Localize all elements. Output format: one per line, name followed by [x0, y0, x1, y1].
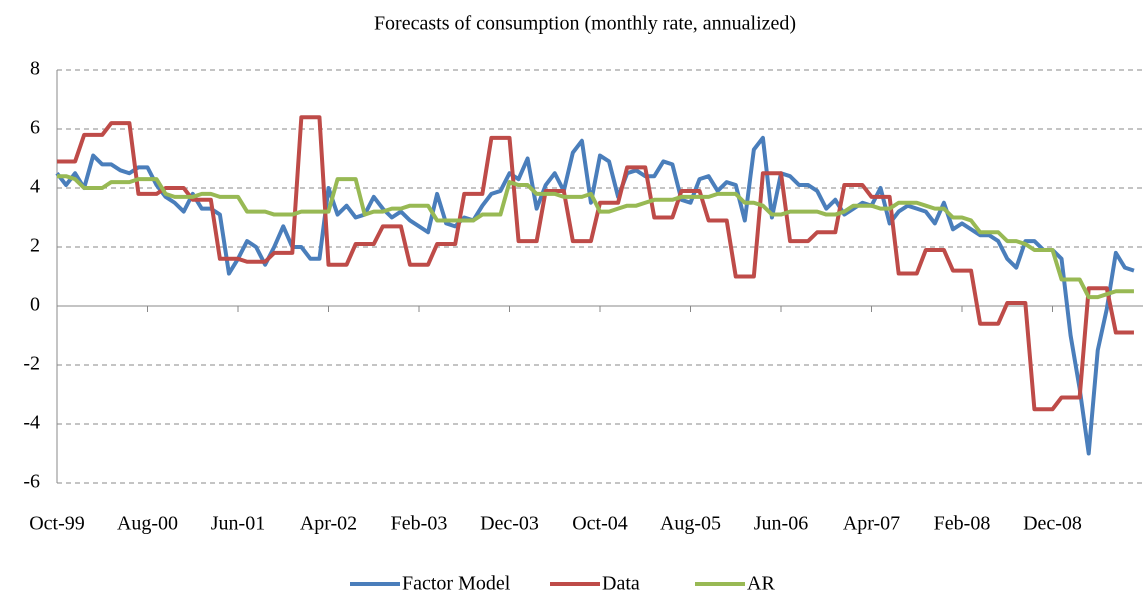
x-tick-label: Jun-06: [754, 513, 808, 535]
x-tick-label: Dec-08: [1023, 513, 1082, 535]
y-tick-label: 2: [30, 235, 40, 257]
line-series: [57, 174, 1134, 300]
x-tick-label: Feb-03: [391, 513, 448, 535]
line-series: [55, 135, 1135, 456]
x-tick-label: Dec-03: [480, 513, 539, 535]
legend-label: Data: [602, 573, 640, 595]
y-tick-label: 0: [30, 294, 40, 316]
y-tick-label: -2: [23, 353, 40, 375]
x-tick-label: Aug-05: [660, 513, 721, 535]
y-tick-label: 6: [30, 117, 40, 139]
line-series: [57, 115, 1134, 412]
x-tick-label: Jun-01: [211, 513, 265, 535]
x-tick-label: Oct-04: [572, 513, 628, 535]
x-tick-label: Feb-08: [934, 513, 991, 535]
x-tick-label: Apr-07: [843, 513, 900, 535]
x-tick-label: Aug-00: [117, 513, 178, 535]
legend-label: AR: [747, 573, 775, 595]
x-tick-label: Apr-02: [300, 513, 357, 535]
y-tick-label: 4: [30, 176, 40, 198]
legend-label: Factor Model: [402, 573, 511, 595]
y-tick-label: 8: [30, 58, 40, 80]
x-tick-label: Oct-99: [29, 513, 85, 535]
y-tick-label: -6: [23, 471, 40, 493]
y-tick-label: -4: [23, 412, 40, 434]
chart-title: Forecasts of consumption (monthly rate, …: [374, 13, 796, 35]
